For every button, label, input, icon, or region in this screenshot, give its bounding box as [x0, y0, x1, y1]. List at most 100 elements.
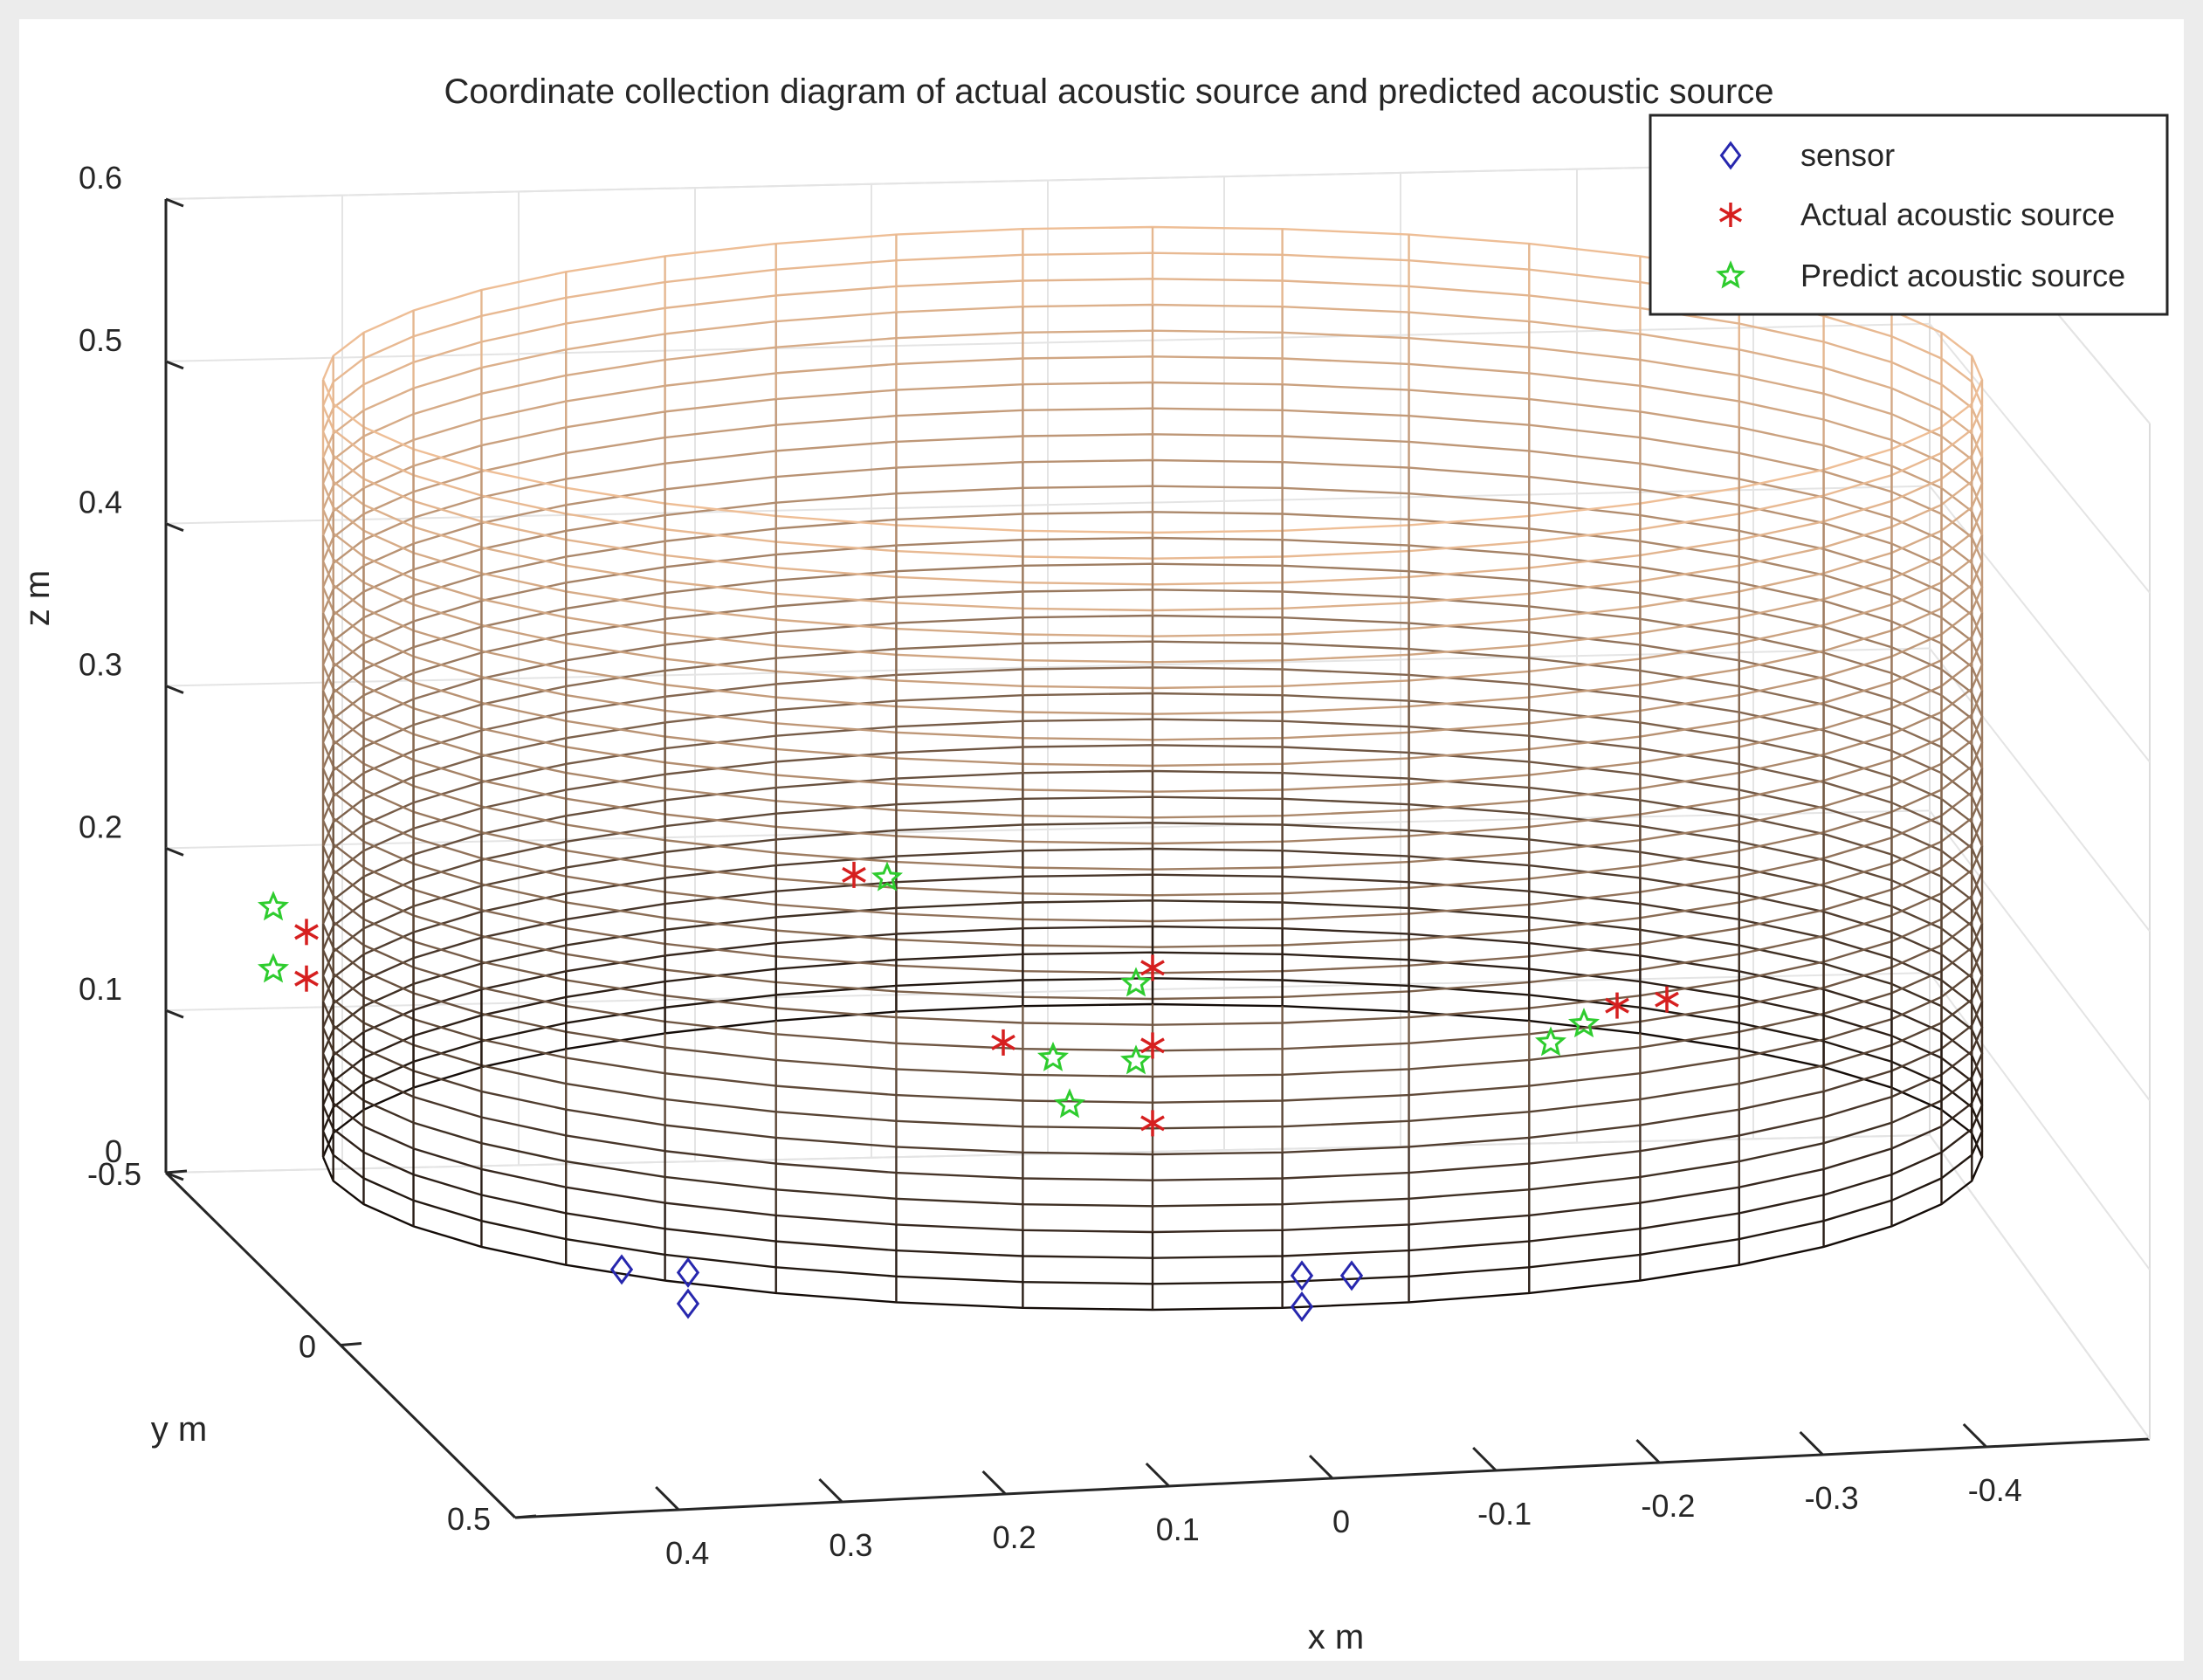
marker-series0-point-5	[1290, 1291, 1314, 1322]
z-tick-label-3: 0.3	[79, 647, 122, 683]
y-tick-label-0: -0.5	[87, 1156, 141, 1192]
marker-series2-point-6	[1053, 1088, 1086, 1119]
x-tick-mark-0	[655, 1485, 680, 1511]
z-tick-label-6: 0.6	[79, 160, 122, 196]
z-axis-label: z m	[18, 570, 57, 626]
marker-series0-point-1	[676, 1257, 700, 1288]
marker-series1-point-0-stroke-2	[294, 924, 319, 940]
marker-series1-point-6-stroke-2	[1140, 1115, 1165, 1132]
z-tick-label-0: 0	[105, 1133, 122, 1169]
x-tick-mark-8	[1962, 1422, 1987, 1449]
marker-series1-point-7	[1605, 992, 1629, 1019]
z-tick-mark-4	[165, 522, 184, 533]
x-tick-mark-7	[1799, 1430, 1824, 1456]
legend-symbol-0	[1719, 141, 1742, 170]
marker-series2-point-0	[257, 891, 290, 921]
marker-series0-point-4	[1339, 1260, 1364, 1291]
z-tick-label-5: 0.5	[79, 322, 122, 358]
marker-series2-point-0-shape	[257, 891, 290, 921]
marker-series2-point-1-shape	[257, 953, 290, 983]
legend-symbol-2-shape	[1715, 260, 1746, 289]
marker-series1-point-8	[1655, 986, 1679, 1013]
marker-series1-point-4	[1140, 954, 1165, 981]
x-tick-label-7: -0.3	[1805, 1480, 1859, 1516]
x-tick-label-5: -0.1	[1477, 1496, 1532, 1532]
y-tick-mark-1	[340, 1342, 362, 1346]
marker-series1-point-1	[294, 965, 319, 992]
z-tick-label-1: 0.1	[79, 971, 122, 1007]
z-tick-label-4: 0.4	[79, 485, 122, 520]
legend-label-predict: Predict acoustic source	[1800, 258, 2125, 293]
z-tick-mark-2	[165, 846, 184, 857]
marker-series2-point-1	[257, 953, 290, 983]
legend: sensor Actual acoustic source Predict ac…	[1649, 114, 2169, 316]
grid-side-z-5	[1929, 323, 2151, 594]
marker-series1-point-2	[842, 861, 866, 888]
grid-side-z-3	[1929, 647, 2151, 933]
marker-series1-point-5	[1140, 1032, 1165, 1059]
marker-series1-point-3	[991, 1029, 1015, 1056]
x-tick-label-6: -0.2	[1641, 1488, 1695, 1524]
x-tick-mark-5	[1472, 1446, 1497, 1472]
marker-series0-point-2	[676, 1288, 700, 1319]
marker-series2-point-5-shape	[1119, 1044, 1153, 1075]
marker-series1-point-0	[294, 919, 319, 946]
marker-series2-point-3-shape	[1036, 1041, 1070, 1071]
legend-symbol-0-shape	[1719, 141, 1742, 170]
legend-symbol-2	[1715, 260, 1746, 289]
marker-series2-point-7-shape	[1567, 1008, 1601, 1038]
grid-side-z-2	[1929, 809, 2151, 1101]
x-tick-mark-1	[818, 1477, 843, 1504]
legend-symbol-1	[1719, 203, 1742, 227]
z-tick-mark-5	[165, 360, 184, 370]
marker-series1-point-4-stroke-2	[1140, 960, 1165, 976]
x-tick-label-0: 0.4	[665, 1535, 709, 1571]
y-tick-label-2: 0.5	[447, 1501, 491, 1537]
marker-series2-point-6-shape	[1053, 1088, 1086, 1119]
y-tick-mark-0	[165, 1169, 188, 1174]
marker-series2-point-3	[1036, 1041, 1070, 1071]
marker-series2-point-8-shape	[1534, 1026, 1567, 1057]
marker-series1-point-3-stroke-2	[991, 1034, 1015, 1050]
y-axis-label: y m	[151, 1410, 207, 1449]
axis-ticks: 00.10.20.30.40.50.6-0.500.50.4 0.3 0.2 0.1 0…	[79, 160, 2022, 1571]
marker-series2-point-2-shape	[871, 861, 904, 892]
x-tick-label-8: -0.4	[1968, 1472, 2022, 1508]
x-tick-label-2: 0.2	[993, 1519, 1036, 1555]
marker-series2-point-5	[1119, 1044, 1153, 1075]
y-tick-mark-2	[514, 1514, 537, 1519]
x-axis-label: x m	[1308, 1618, 1364, 1656]
marker-series0-point-0	[609, 1254, 634, 1285]
marker-series2-point-4	[1119, 967, 1153, 997]
marker-series2-point-8	[1534, 1026, 1567, 1057]
z-tick-mark-0	[165, 1171, 184, 1181]
z-tick-mark-6	[165, 197, 184, 208]
marker-series0-point-5-shape	[1290, 1291, 1314, 1322]
y-tick-label-1: 0	[299, 1329, 316, 1365]
marker-series1-point-8-stroke-2	[1655, 991, 1679, 1008]
marker-series1-point-1-stroke-2	[294, 970, 319, 987]
marker-series0-point-3-shape	[1290, 1260, 1314, 1291]
z-tick-mark-3	[165, 685, 184, 694]
data-markers	[257, 861, 1679, 1322]
cylinder-mesh	[321, 225, 1984, 1312]
grid-side-z-1	[1929, 972, 2151, 1270]
x-tick-mark-3	[1145, 1462, 1170, 1488]
legend-symbol-1-stroke-2	[1719, 207, 1742, 223]
x-tick-label-3: 0.1	[1156, 1511, 1200, 1547]
legend-label-sensor: sensor	[1800, 137, 1895, 173]
z-tick-label-2: 0.2	[79, 809, 122, 844]
marker-series0-point-2-shape	[676, 1288, 700, 1319]
marker-series1-point-2-stroke-2	[842, 866, 866, 883]
marker-series2-point-4-shape	[1119, 967, 1153, 997]
x-tick-mark-4	[1308, 1454, 1334, 1480]
x-tick-mark-2	[981, 1470, 1007, 1496]
legend-label-actual: Actual acoustic source	[1800, 196, 2115, 232]
marker-series1-point-5-stroke-2	[1140, 1037, 1165, 1054]
marker-series1-point-6	[1140, 1110, 1165, 1137]
marker-series2-point-7	[1567, 1008, 1601, 1038]
marker-series0-point-3	[1290, 1260, 1314, 1291]
z-tick-mark-1	[165, 1009, 184, 1019]
x-tick-label-4: 0	[1332, 1504, 1350, 1539]
